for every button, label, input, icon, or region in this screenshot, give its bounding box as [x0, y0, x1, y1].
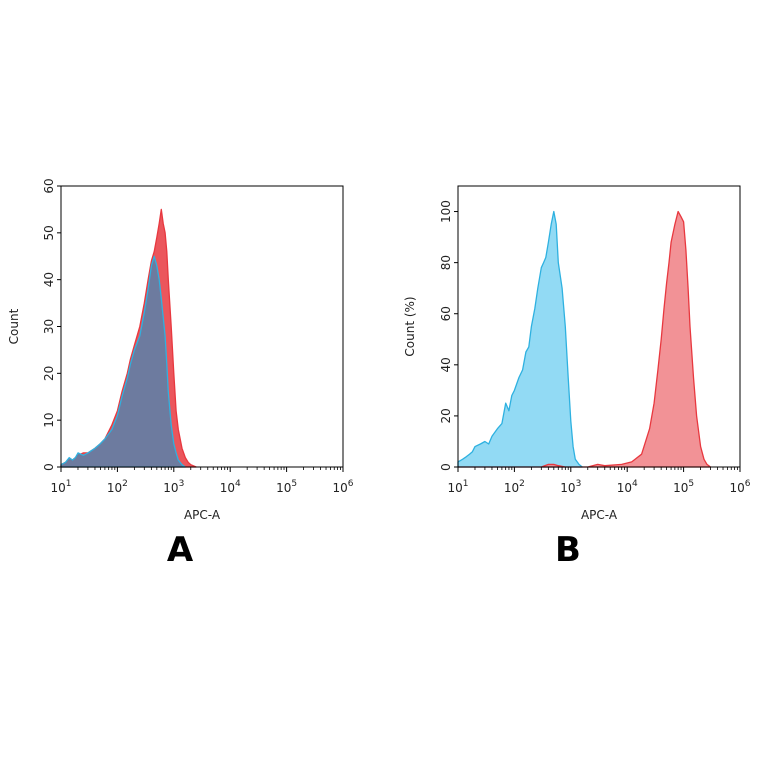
x-tick-exponent: 3: [576, 479, 582, 489]
y-tick-label: 0: [42, 463, 56, 471]
x-tick-label: 101: [50, 479, 71, 495]
y-tick-label: 50: [42, 225, 56, 240]
x-tick-base: 10: [617, 481, 632, 495]
y-tick-label: 0: [439, 463, 453, 471]
y-tick-label: 40: [439, 357, 453, 372]
x-tick-exponent: 2: [122, 479, 128, 489]
panel-label-a: A: [167, 530, 194, 570]
y-axis-label: Count: [7, 308, 21, 344]
y-tick-label: 80: [439, 255, 453, 270]
x-tick-base: 10: [729, 481, 744, 495]
y-tick-label: 100: [439, 200, 453, 223]
x-tick-base: 10: [220, 481, 235, 495]
x-tick-base: 10: [673, 481, 688, 495]
x-tick-exponent: 3: [179, 479, 185, 489]
y-tick-label: 40: [42, 272, 56, 287]
x-tick-base: 10: [560, 481, 575, 495]
x-tick-label: 102: [107, 479, 128, 495]
x-axis-label: APC-A: [581, 508, 618, 522]
y-tick-label: 10: [42, 413, 56, 428]
x-tick-exponent: 6: [348, 479, 354, 489]
x-tick-base: 10: [107, 481, 122, 495]
x-tick-base: 10: [50, 481, 65, 495]
x-tick-exponent: 5: [291, 479, 297, 489]
y-axis-label: Count (%): [403, 296, 417, 356]
x-tick-label: 105: [673, 479, 694, 495]
y-tick-label: 30: [42, 319, 56, 334]
x-tick-base: 10: [163, 481, 178, 495]
x-tick-base: 10: [504, 481, 519, 495]
x-tick-exponent: 1: [66, 479, 72, 489]
panel-label-b: B: [555, 530, 581, 570]
x-tick-exponent: 1: [463, 479, 469, 489]
x-tick-exponent: 4: [632, 479, 638, 489]
x-tick-base: 10: [447, 481, 462, 495]
y-tick-label: 20: [42, 366, 56, 381]
x-tick-exponent: 6: [745, 479, 751, 489]
x-tick-base: 10: [276, 481, 291, 495]
x-tick-label: 103: [560, 479, 581, 495]
x-tick-label: 105: [276, 479, 297, 495]
x-tick-label: 102: [504, 479, 525, 495]
plot-frame: [60, 185, 344, 468]
x-tick-label: 101: [447, 479, 468, 495]
series-area-1: [60, 255, 186, 468]
y-tick-label: 20: [439, 408, 453, 423]
x-tick-label: 106: [729, 479, 750, 495]
x-tick-exponent: 4: [235, 479, 241, 489]
series-area-1: [457, 210, 712, 468]
series-area-0: [457, 210, 583, 468]
x-tick-exponent: 5: [688, 479, 694, 489]
y-tick-label: 60: [439, 306, 453, 321]
x-tick-base: 10: [332, 481, 347, 495]
x-tick-exponent: 2: [519, 479, 525, 489]
x-tick-label: 106: [332, 479, 353, 495]
x-axis-label: APC-A: [184, 508, 221, 522]
x-tick-label: 104: [617, 479, 638, 495]
y-tick-label: 60: [42, 178, 56, 193]
x-tick-label: 103: [163, 479, 184, 495]
x-tick-label: 104: [220, 479, 241, 495]
plot-frame: [457, 185, 741, 468]
